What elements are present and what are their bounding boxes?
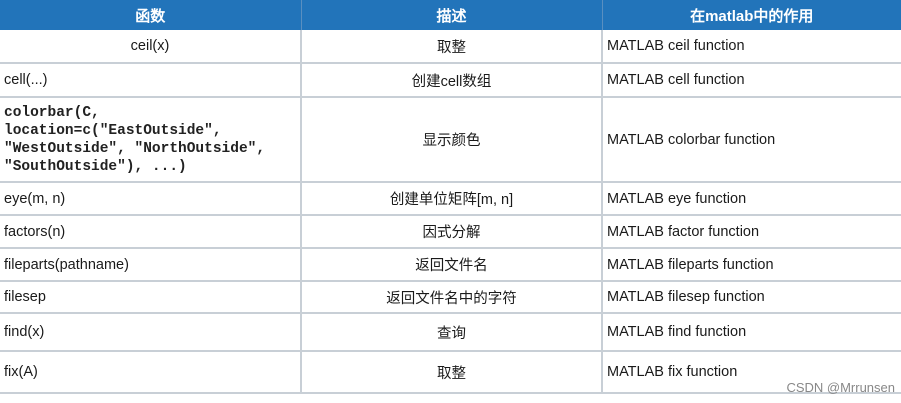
table-row: filesep 返回文件名中的字符 MATLAB filesep functio… bbox=[0, 281, 901, 314]
cell-description: 取整 bbox=[301, 30, 603, 64]
cell-description: 查询 bbox=[301, 313, 603, 352]
cell-matlab-role: MATLAB eye function bbox=[602, 182, 901, 216]
cell-matlab-role: MATLAB colorbar function bbox=[602, 97, 901, 183]
cell-description: 显示颜色 bbox=[301, 97, 603, 183]
header-description: 描述 bbox=[301, 0, 603, 30]
table-row: colorbar(C, location=c("EastOutside", "W… bbox=[0, 97, 901, 183]
cell-function: factors(n) bbox=[0, 215, 302, 249]
table-row: find(x) 查询 MATLAB find function bbox=[0, 313, 901, 352]
cell-description: 创建cell数组 bbox=[301, 63, 603, 98]
table-row: cell(...) 创建cell数组 MATLAB cell function bbox=[0, 63, 901, 98]
cell-description: 创建单位矩阵[m, n] bbox=[301, 182, 603, 216]
watermark: CSDN @Mrrunsen bbox=[786, 380, 895, 395]
cell-matlab-role: MATLAB fix function bbox=[602, 351, 901, 394]
table-row: factors(n) 因式分解 MATLAB factor function bbox=[0, 215, 901, 249]
function-table: 函数 描述 在matlab中的作用 ceil(x) 取整 MATLAB ceil… bbox=[0, 0, 901, 394]
cell-function: ceil(x) bbox=[0, 30, 302, 64]
cell-function: eye(m, n) bbox=[0, 182, 302, 216]
cell-function: colorbar(C, location=c("EastOutside", "W… bbox=[0, 97, 302, 183]
cell-function: fileparts(pathname) bbox=[0, 248, 302, 282]
cell-description: 返回文件名 bbox=[301, 248, 603, 282]
cell-description: 取整 bbox=[301, 351, 603, 394]
table-row: eye(m, n) 创建单位矩阵[m, n] MATLAB eye functi… bbox=[0, 182, 901, 216]
cell-matlab-role: MATLAB find function bbox=[602, 313, 901, 352]
table-row: ceil(x) 取整 MATLAB ceil function bbox=[0, 30, 901, 64]
cell-function: cell(...) bbox=[0, 63, 302, 98]
cell-function: fix(A) bbox=[0, 351, 302, 394]
cell-function: filesep bbox=[0, 281, 302, 314]
cell-matlab-role: MATLAB fileparts function bbox=[602, 248, 901, 282]
header-function: 函数 bbox=[0, 0, 302, 30]
table-row: fileparts(pathname) 返回文件名 MATLAB filepar… bbox=[0, 248, 901, 282]
table-header-row: 函数 描述 在matlab中的作用 bbox=[0, 0, 901, 30]
cell-description: 因式分解 bbox=[301, 215, 603, 249]
cell-function: find(x) bbox=[0, 313, 302, 352]
cell-matlab-role: MATLAB factor function bbox=[602, 215, 901, 249]
cell-matlab-role: MATLAB cell function bbox=[602, 63, 901, 98]
cell-matlab-role: MATLAB ceil function bbox=[602, 30, 901, 64]
cell-description: 返回文件名中的字符 bbox=[301, 281, 603, 314]
cell-matlab-role: MATLAB filesep function bbox=[602, 281, 901, 314]
header-matlab-role: 在matlab中的作用 bbox=[602, 0, 901, 30]
table-row: fix(A) 取整 MATLAB fix function bbox=[0, 351, 901, 394]
